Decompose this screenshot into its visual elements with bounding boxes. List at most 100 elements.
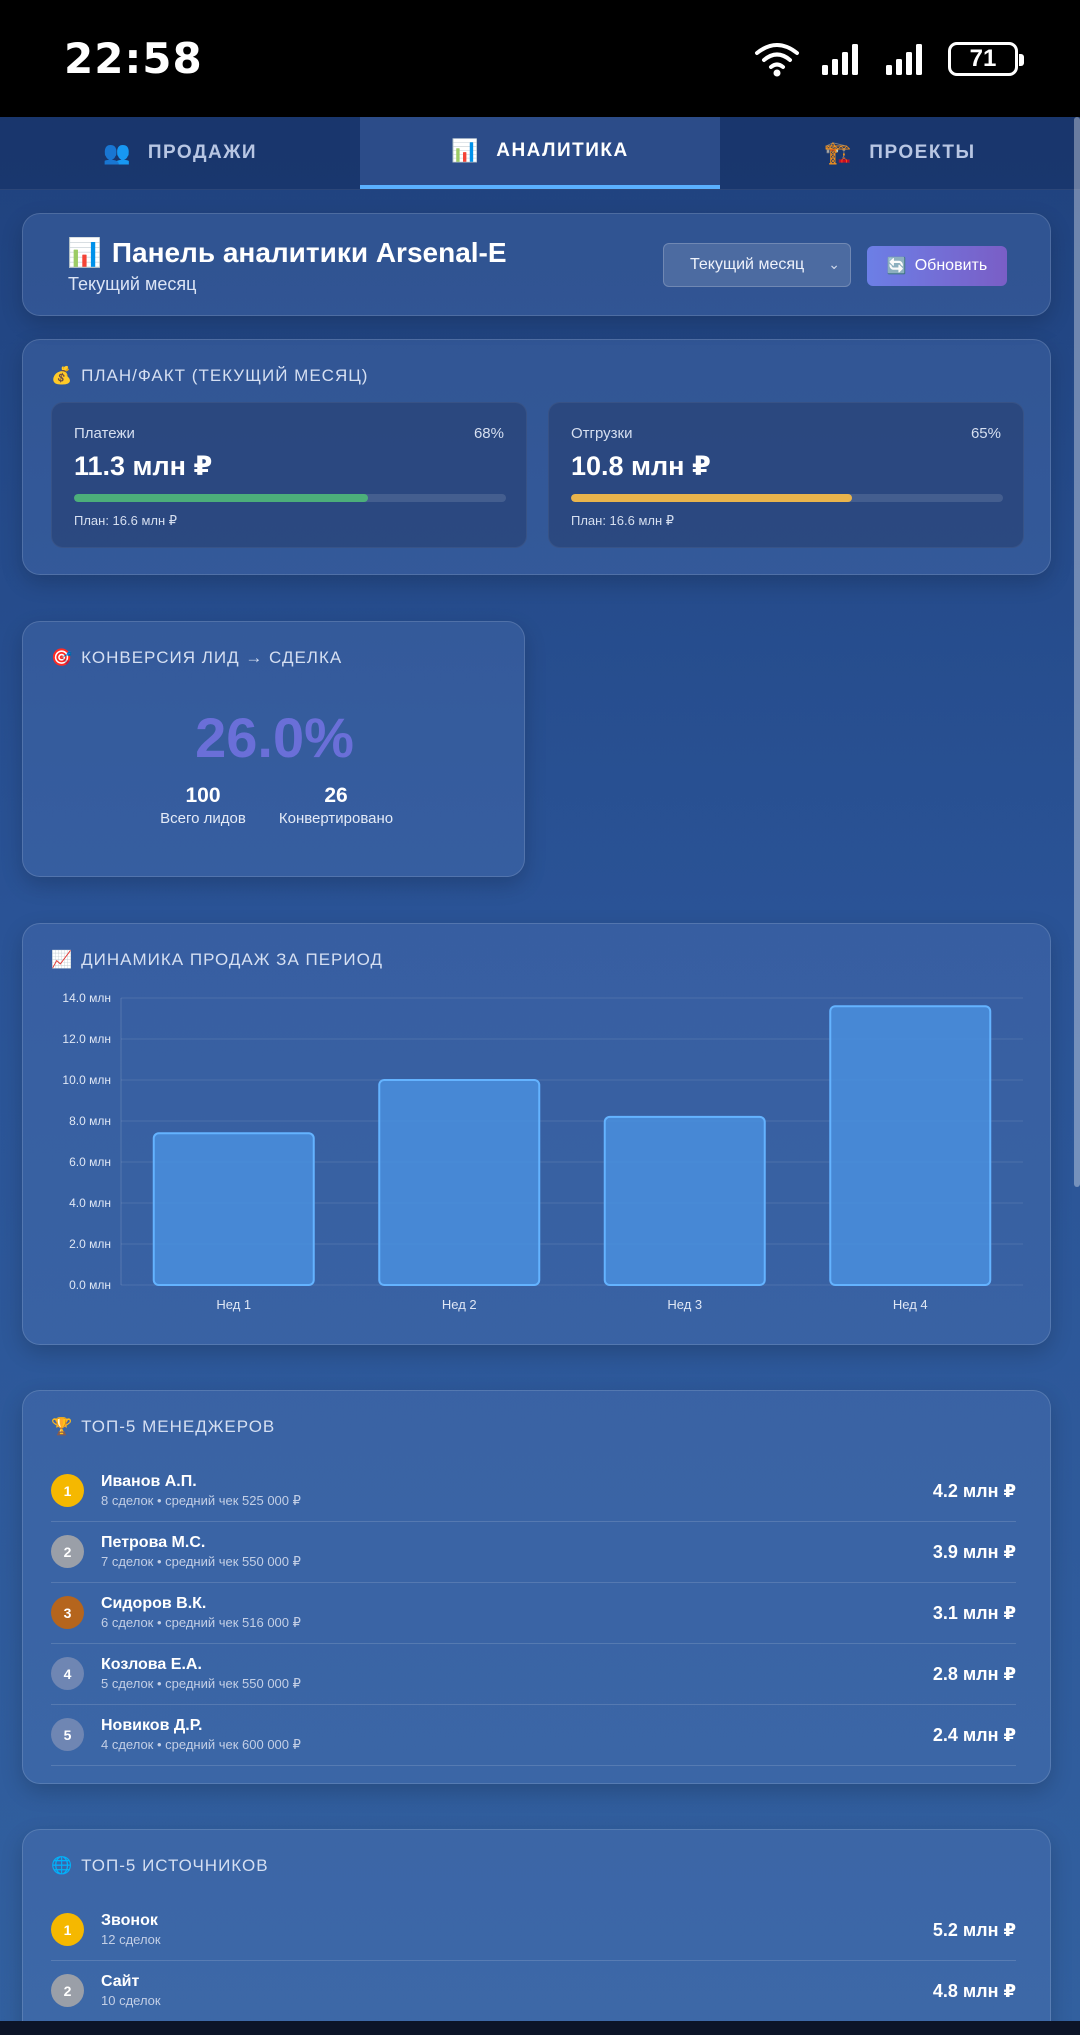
metric-percent: 65%	[970, 425, 1001, 442]
progress-track	[74, 494, 506, 502]
source-amount: 5.2 млн ₽	[932, 1920, 1016, 1940]
y-tick-label: 2.0 млн	[69, 1237, 111, 1251]
money-bag-icon: 💰	[51, 366, 74, 385]
manager-row[interactable]: 5 Новиков Д.Р. 4 сделок • средний чек 60…	[51, 1705, 1016, 1766]
refresh-icon: 🔄	[886, 258, 907, 275]
scrollbar[interactable]	[1074, 117, 1080, 1187]
rank-badge: 2	[51, 1535, 84, 1568]
refresh-button[interactable]: 🔄 Обновить	[867, 246, 1007, 286]
converted-value: 26	[324, 784, 348, 807]
status-bar: 22:58 71	[0, 0, 1080, 117]
period-select-value: Текущий месяц	[690, 256, 805, 273]
source-name: Сайт	[101, 1973, 140, 1990]
manager-amount: 2.8 млн ₽	[932, 1664, 1016, 1684]
bar-chart-icon: 📊	[451, 138, 481, 163]
metric-label: Отгрузки	[571, 425, 633, 442]
bar[interactable]	[152, 1132, 315, 1286]
page-title: 📊 Панель аналитики Arsenal-E	[67, 236, 507, 269]
wifi-icon	[755, 42, 799, 76]
conversion-card: 🎯 КОНВЕРСИЯ ЛИД → СДЕЛКА 26.0% 100 Всего…	[22, 621, 525, 877]
manager-row[interactable]: 2 Петрова М.С. 7 сделок • средний чек 55…	[51, 1522, 1016, 1583]
source-row[interactable]: 1 Звонок 12 сделок 5.2 млн ₽	[51, 1900, 1016, 1961]
rank-badge: 1	[51, 1913, 84, 1946]
manager-amount: 3.9 млн ₽	[932, 1542, 1016, 1562]
battery-icon: 71	[948, 41, 1024, 76]
rank-badge: 2	[51, 1974, 84, 2007]
manager-row[interactable]: 4 Козлова Е.А. 5 сделок • средний чек 55…	[51, 1644, 1016, 1705]
construction-icon: 🏗️	[824, 140, 854, 165]
bottom-system-bar	[0, 2021, 1080, 2035]
top-managers-title-text: ТОП-5 МЕНЕДЖЕРОВ	[81, 1417, 276, 1436]
x-tick-label: Нед 3	[667, 1297, 702, 1312]
manager-details: 8 сделок • средний чек 525 000 ₽	[101, 1493, 301, 1508]
y-tick-label: 6.0 млн	[69, 1155, 111, 1169]
bar[interactable]	[603, 1115, 766, 1286]
metric-value: 10.8 млн ₽	[571, 451, 711, 481]
trophy-icon: 🏆	[51, 1417, 74, 1436]
total-leads-label: Всего лидов	[160, 810, 246, 827]
refresh-label: Обновить	[914, 257, 988, 274]
total-leads-stat: 100 Всего лидов	[138, 784, 268, 827]
manager-name: Петрова М.С.	[101, 1534, 206, 1551]
manager-amount: 4.2 млн ₽	[932, 1481, 1016, 1501]
source-amount: 4.8 млн ₽	[932, 1981, 1016, 2001]
progress-fill	[571, 494, 852, 502]
manager-details: 5 сделок • средний чек 550 000 ₽	[101, 1676, 301, 1691]
rank-badge: 5	[51, 1718, 84, 1751]
metric-value: 11.3 млн ₽	[74, 451, 213, 481]
period-select[interactable]: Текущий месяц ⌄	[663, 243, 851, 287]
top-sources-title: 🌐 ТОП-5 ИСТОЧНИКОВ	[51, 1856, 269, 1876]
x-tick-label: Нед 1	[216, 1297, 251, 1312]
sales-chart-card: 0.0 млн 2.0 млн 4.0 млн 6.0 млн 8.0 млн 10.0 …	[22, 923, 1051, 1345]
sales-chart-title-text: ДИНАМИКА ПРОДАЖ ЗА ПЕРИОД	[81, 950, 383, 969]
y-tick-label: 8.0 млн	[69, 1114, 111, 1128]
top-managers-card: 🏆 ТОП-5 МЕНЕДЖЕРОВ 1 Иванов А.П. 8 сдело…	[22, 1390, 1051, 1784]
metric-percent: 68%	[473, 425, 504, 442]
progress-fill	[74, 494, 368, 502]
bar[interactable]	[829, 1005, 992, 1286]
tab-projects[interactable]: 🏗️ ПРОЕКТЫ	[720, 117, 1080, 189]
top-sources-card: 🌐 ТОП-5 ИСТОЧНИКОВ 1 Звонок 12 сделок 5.…	[22, 1829, 1051, 2035]
conversion-rate: 26.0%	[195, 706, 354, 769]
manager-amount: 3.1 млн ₽	[932, 1603, 1016, 1623]
y-tick-label: 10.0 млн	[62, 1073, 111, 1087]
y-tick-label: 12.0 млн	[62, 1032, 111, 1046]
tab-bar: 👥 ПРОДАЖИ 📊 АНАЛИТИКА 🏗️ ПРОЕКТЫ	[0, 117, 1080, 190]
bar-chart-icon: 📊	[67, 237, 102, 268]
tab-analytics[interactable]: 📊 АНАЛИТИКА	[360, 117, 720, 189]
source-details: 10 сделок	[101, 1993, 161, 2008]
manager-amount: 2.4 млн ₽	[932, 1725, 1016, 1745]
metric-label: Платежи	[74, 425, 135, 442]
plan-fact-title-text: ПЛАН/ФАКТ (ТЕКУЩИЙ МЕСЯЦ)	[81, 366, 369, 385]
manager-name: Козлова Е.А.	[101, 1656, 202, 1673]
plan-fact-title: 💰 ПЛАН/ФАКТ (ТЕКУЩИЙ МЕСЯЦ)	[51, 366, 368, 386]
rank-badge: 1	[51, 1474, 84, 1507]
page-title-text: Панель аналитики Arsenal-E	[111, 236, 507, 268]
chevron-down-icon: ⌄	[828, 256, 840, 272]
globe-icon: 🌐	[51, 1856, 74, 1875]
y-tick-label: 0.0 млн	[69, 1278, 111, 1292]
rank-badge: 4	[51, 1657, 84, 1690]
chart-up-icon: 📈	[51, 950, 74, 969]
metric-plan: План: 16.6 млн ₽	[571, 513, 675, 528]
y-tick-label: 4.0 млн	[69, 1196, 111, 1210]
converted-label: Конвертировано	[278, 810, 394, 827]
shipments-metric: Отгрузки 65% 10.8 млн ₽ План: 16.6 млн ₽	[548, 402, 1024, 548]
payments-metric: Платежи 68% 11.3 млн ₽ План: 16.6 млн ₽	[51, 402, 527, 548]
manager-row[interactable]: 1 Иванов А.П. 8 сделок • средний чек 525…	[51, 1461, 1016, 1522]
manager-name: Новиков Д.Р.	[101, 1717, 203, 1734]
manager-row[interactable]: 3 Сидоров В.К. 6 сделок • средний чек 51…	[51, 1583, 1016, 1644]
source-row[interactable]: 2 Сайт 10 сделок 4.8 млн ₽	[51, 1961, 1016, 2022]
manager-details: 4 сделок • средний чек 600 000 ₽	[101, 1737, 301, 1752]
tab-sales[interactable]: 👥 ПРОДАЖИ	[0, 117, 360, 189]
tab-projects-label: ПРОЕКТЫ	[869, 142, 976, 163]
people-icon: 👥	[102, 140, 132, 165]
sales-bar-chart: 0.0 млн 2.0 млн 4.0 млн 6.0 млн 8.0 млн 10.0 …	[62, 991, 1023, 1312]
bar[interactable]	[378, 1079, 541, 1286]
signal-icon	[822, 43, 858, 75]
conversion-title-text: КОНВЕРСИЯ ЛИД → СДЕЛКА	[81, 648, 343, 667]
target-icon: 🎯	[51, 648, 74, 667]
total-leads-value: 100	[185, 784, 221, 807]
page-subtitle: Текущий месяц	[68, 274, 197, 294]
converted-stat: 26 Конвертировано	[271, 784, 401, 827]
